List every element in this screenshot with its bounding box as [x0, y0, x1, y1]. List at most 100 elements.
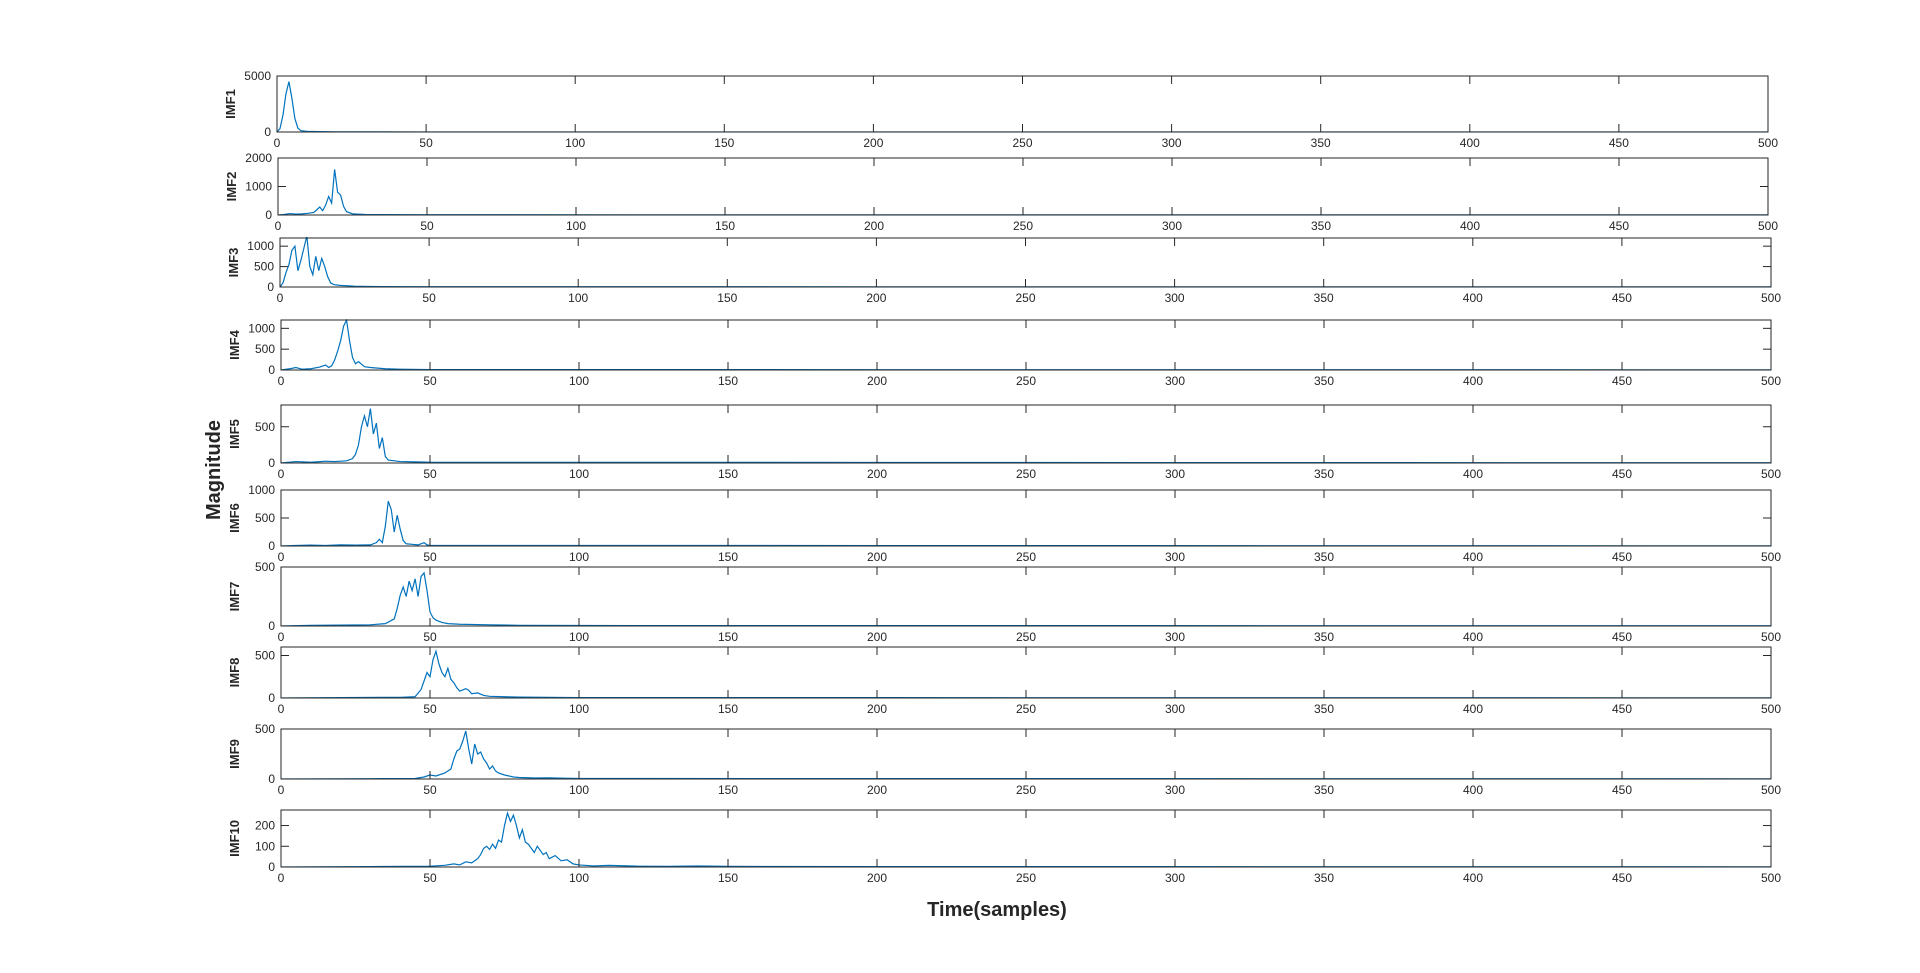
panel-label-imf7: IMF7	[227, 582, 242, 612]
x-tick-label: 400	[1463, 550, 1483, 564]
x-tick-label: 250	[1016, 550, 1036, 564]
panel-label-imf4: IMF4	[227, 329, 242, 359]
x-tick-label: 500	[1758, 136, 1778, 150]
x-tick-label: 500	[1761, 467, 1781, 481]
x-tick-label: 50	[420, 219, 434, 233]
x-tick-label: 50	[423, 467, 437, 481]
x-tick-label: 350	[1314, 550, 1334, 564]
x-tick-label: 250	[1016, 374, 1036, 388]
x-tick-label: 500	[1761, 630, 1781, 644]
x-tick-label: 50	[423, 630, 437, 644]
subplot-imf9: 0 50 100 150 200 250 300 350 400 450 500 0 500 IMF9	[227, 722, 1781, 797]
y-tick-label: 0	[268, 456, 275, 470]
x-tick-label: 200	[867, 374, 887, 388]
panel-label-imf2: IMF2	[224, 172, 239, 202]
y-tick-label: 200	[255, 819, 275, 833]
x-tick-label: 50	[423, 702, 437, 716]
y-tick-label: 0	[268, 539, 275, 553]
x-tick-label: 400	[1463, 871, 1483, 885]
x-tick-label: 0	[277, 291, 284, 305]
x-tick-label: 250	[1012, 136, 1032, 150]
x-tick-label: 500	[1758, 219, 1778, 233]
panel-label-imf3: IMF3	[226, 248, 241, 278]
x-tick-label: 50	[423, 374, 437, 388]
y-tick-label: 500	[255, 649, 275, 663]
y-tick-label: 100	[255, 839, 275, 853]
x-tick-label: 0	[278, 783, 285, 797]
x-tick-label: 100	[569, 783, 589, 797]
x-tick-label: 150	[718, 702, 738, 716]
x-tick-label: 200	[867, 871, 887, 885]
y-axis-label: Magnitude	[203, 420, 225, 520]
panel-label-imf8: IMF8	[227, 658, 242, 688]
x-axis-label: Time(samples)	[927, 899, 1067, 921]
x-tick-label: 200	[864, 219, 884, 233]
x-tick-label: 50	[423, 871, 437, 885]
x-tick-label: 400	[1463, 630, 1483, 644]
x-tick-label: 150	[714, 136, 734, 150]
y-tick-label: 500	[255, 342, 275, 356]
x-tick-label: 0	[278, 467, 285, 481]
y-tick-label: 500	[254, 260, 274, 274]
x-tick-label: 350	[1314, 871, 1334, 885]
x-tick-label: 300	[1162, 219, 1182, 233]
x-tick-label: 300	[1165, 702, 1185, 716]
x-tick-label: 500	[1761, 291, 1781, 305]
x-tick-label: 250	[1016, 467, 1036, 481]
x-tick-label: 500	[1761, 702, 1781, 716]
x-tick-label: 0	[278, 374, 285, 388]
x-tick-label: 450	[1609, 219, 1629, 233]
x-tick-label: 350	[1314, 702, 1334, 716]
x-tick-label: 350	[1314, 467, 1334, 481]
subplot-panels: 0 50 100 150 200 250 300 350 400 450 50005000IMF10…	[223, 69, 1781, 885]
x-tick-label: 350	[1314, 374, 1334, 388]
x-tick-label: 450	[1612, 374, 1632, 388]
x-tick-label: 200	[867, 467, 887, 481]
x-tick-label: 400	[1463, 374, 1483, 388]
x-tick-label: 100	[569, 374, 589, 388]
x-tick-label: 350	[1311, 219, 1331, 233]
x-tick-label: 300	[1165, 550, 1185, 564]
panel-label-imf9: IMF9	[227, 739, 242, 769]
x-tick-label: 500	[1761, 871, 1781, 885]
x-tick-label: 100	[569, 467, 589, 481]
x-tick-label: 100	[569, 550, 589, 564]
x-tick-label: 450	[1612, 871, 1632, 885]
x-tick-label: 100	[569, 630, 589, 644]
subplot-imf7: 0 50 100 150 200 250 300 350 400 450 500 0 500 IMF7	[227, 560, 1781, 644]
x-tick-label: 450	[1612, 550, 1632, 564]
x-tick-label: 200	[867, 550, 887, 564]
y-tick-label: 500	[255, 722, 275, 736]
x-tick-label: 100	[566, 219, 586, 233]
x-tick-label: 50	[423, 783, 437, 797]
y-tick-label: 0	[268, 619, 275, 633]
x-tick-label: 400	[1463, 291, 1483, 305]
subplot-imf4: 0 50 100 150 200 250 300 350 400 450 500 0 500 1000 IM…	[227, 319, 1781, 388]
y-tick-label: 1000	[247, 239, 274, 253]
x-tick-label: 250	[1016, 702, 1036, 716]
y-tick-label: 1000	[248, 321, 275, 335]
x-tick-label: 300	[1165, 291, 1185, 305]
x-tick-label: 250	[1016, 783, 1036, 797]
series-line-imf7	[281, 571, 1771, 626]
x-tick-label: 150	[715, 219, 735, 233]
y-tick-label: 500	[255, 511, 275, 525]
series-line-imf5	[281, 408, 1771, 463]
x-tick-label: 300	[1165, 783, 1185, 797]
subplot-imf2: 0 50 100 150 200 250 300 350 400 450 500 0 1000 2000 I…	[224, 151, 1778, 233]
x-tick-label: 50	[419, 136, 433, 150]
x-tick-label: 150	[717, 291, 737, 305]
x-tick-label: 300	[1165, 871, 1185, 885]
x-tick-label: 350	[1311, 136, 1331, 150]
series-line-imf9	[281, 730, 1771, 779]
x-tick-label: 150	[718, 467, 738, 481]
x-tick-label: 100	[569, 702, 589, 716]
x-tick-label: 450	[1612, 467, 1632, 481]
x-tick-label: 150	[718, 374, 738, 388]
x-tick-label: 200	[866, 291, 886, 305]
x-tick-label: 300	[1162, 136, 1182, 150]
x-tick-label: 150	[718, 550, 738, 564]
